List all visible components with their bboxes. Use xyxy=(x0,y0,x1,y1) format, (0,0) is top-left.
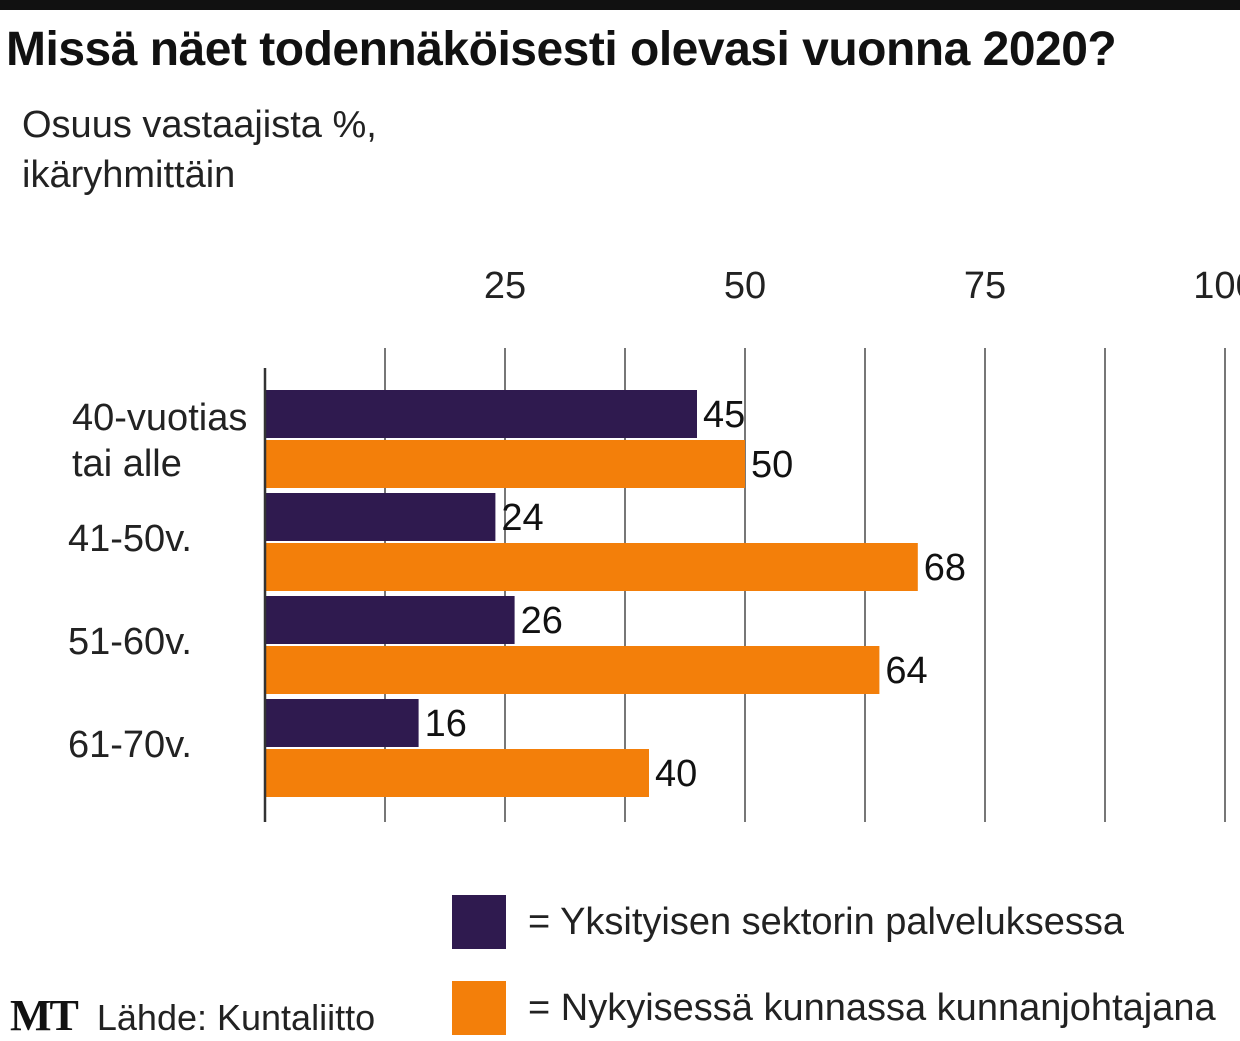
value-label-series0-cat2: 26 xyxy=(521,600,563,642)
footer: MT Lähde: Kuntaliitto xyxy=(10,990,375,1041)
value-label-series0-cat3: 16 xyxy=(425,703,467,745)
x-tick-label-50: 50 xyxy=(724,265,766,307)
bar-series1-cat2 xyxy=(265,646,880,694)
bar-series0-cat0 xyxy=(265,390,697,438)
category-label-1: 41-50v. xyxy=(68,518,192,560)
x-tick-label-75: 75 xyxy=(964,265,1006,307)
chart-subtitle: Osuus vastaajista %, ikäryhmittäin xyxy=(22,100,522,200)
bar-series0-cat1 xyxy=(265,493,496,541)
bar-series1-cat1 xyxy=(265,543,918,591)
value-label-series1-cat2: 64 xyxy=(885,650,927,692)
category-label-0: 40-vuotias tai alle xyxy=(72,397,247,485)
value-label-series1-cat1: 68 xyxy=(924,547,966,589)
x-tick-label-100: 100 xyxy=(1193,265,1240,307)
source-note: Lähde: Kuntaliitto xyxy=(96,997,376,1038)
value-label-series0-cat1: 24 xyxy=(501,497,543,539)
bar-series0-cat3 xyxy=(265,699,419,747)
subtitle-line-1: Osuus vastaajista %, xyxy=(22,104,377,146)
bar-series1-cat0 xyxy=(265,440,745,488)
value-label-series1-cat0: 50 xyxy=(751,444,793,486)
mt-logo: MT xyxy=(10,991,79,1040)
x-tick-label-25: 25 xyxy=(484,265,526,307)
legend-item-private-sector: = Yksityisen sektorin palveluksessa xyxy=(452,895,1124,949)
subtitle-line-2: ikäryhmittäin xyxy=(22,154,236,196)
top-rule xyxy=(0,0,1240,10)
legend-swatch-private-sector xyxy=(452,895,506,949)
bar-series1-cat3 xyxy=(265,749,649,797)
chart-title: Missä näet todennäköisesti olevasi vuonn… xyxy=(6,23,1117,76)
value-label-series0-cat0: 45 xyxy=(703,394,745,436)
legend-label-current-municipality: = Nykyisessä kunnassa kunnanjohtajana xyxy=(528,986,1216,1029)
legend-item-current-municipality: = Nykyisessä kunnassa kunnanjohtajana xyxy=(452,981,1216,1035)
value-label-series1-cat3: 40 xyxy=(655,753,697,795)
category-label-3: 61-70v. xyxy=(68,724,192,766)
bar-series0-cat2 xyxy=(265,596,515,644)
legend-swatch-current-municipality xyxy=(452,981,506,1035)
category-label-2: 51-60v. xyxy=(68,621,192,663)
legend-label-private-sector: = Yksityisen sektorin palveluksessa xyxy=(528,900,1124,943)
